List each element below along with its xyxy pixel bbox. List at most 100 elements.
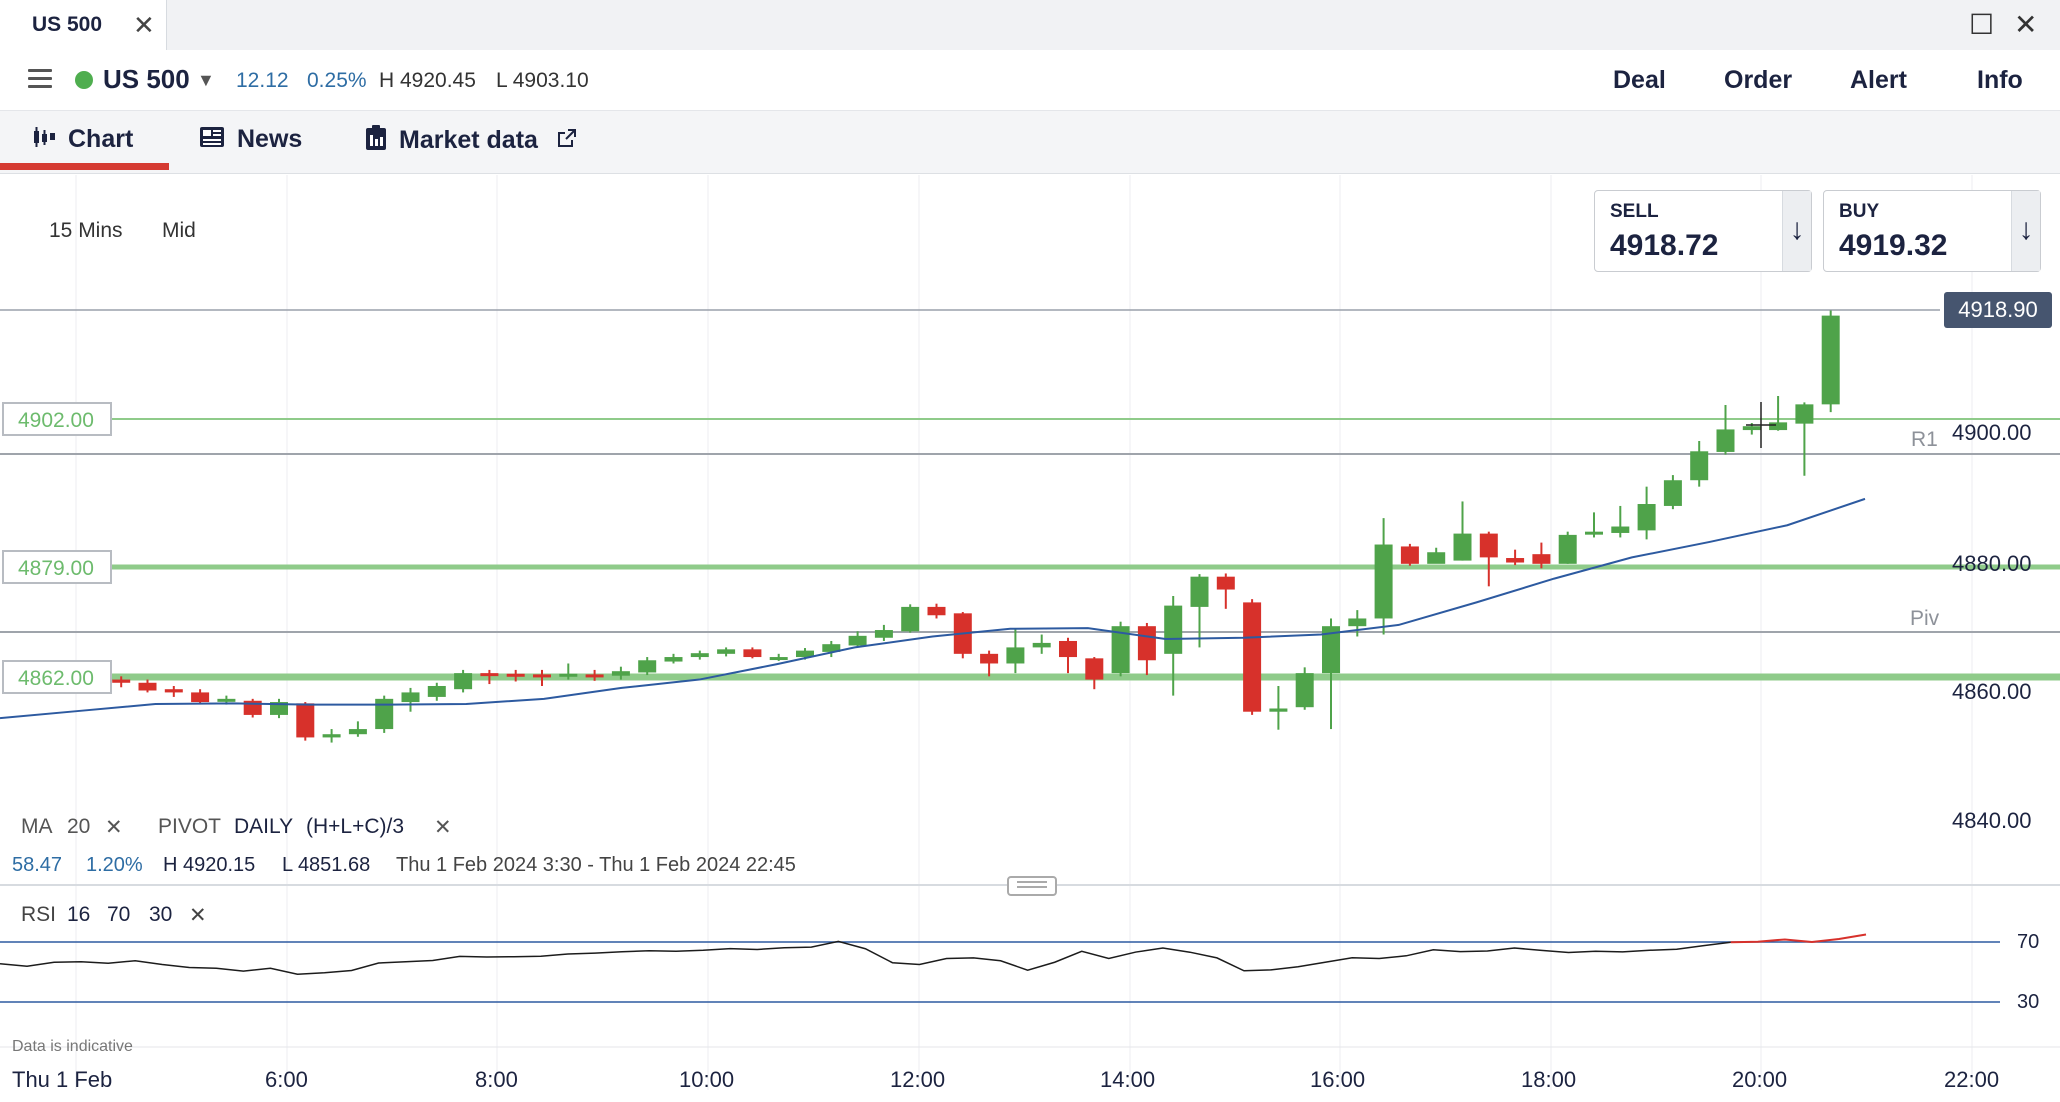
rsi-lower[interactable]: 30	[149, 903, 173, 926]
close-tab-icon[interactable]: ✕	[133, 10, 155, 40]
rsi-period[interactable]: 16	[67, 903, 91, 926]
candle-up	[1006, 647, 1025, 664]
candle-up	[1322, 626, 1340, 674]
candle-up	[848, 635, 867, 646]
candle-up	[270, 702, 288, 715]
candle-up	[1690, 451, 1709, 481]
instrument-name[interactable]: US 500	[103, 64, 190, 94]
tab-news[interactable]: News	[199, 125, 302, 156]
tab-news-label: News	[237, 125, 303, 154]
alert-button[interactable]: Alert	[1850, 66, 1907, 94]
x-axis-time: 20:00	[1732, 1067, 1788, 1092]
candle-down	[1085, 658, 1104, 680]
sell-button[interactable]: SELL 4918.72 ↓	[1594, 190, 1812, 272]
info-button[interactable]: Info	[1977, 66, 2023, 94]
current-price-badge: 4918.90	[1944, 292, 2052, 328]
x-axis-time: 12:00	[890, 1067, 946, 1092]
candle-up	[375, 698, 394, 730]
chevron-down-icon[interactable]: ▼	[197, 70, 215, 90]
range-change: 58.47	[12, 854, 63, 876]
down-arrow-icon: ↓	[2011, 191, 2040, 271]
window-tab[interactable]: US 500 ✕	[0, 0, 167, 50]
deal-button[interactable]: Deal	[1613, 66, 1666, 94]
price-type-selector[interactable]: Mid	[162, 219, 196, 242]
level-tag-4902[interactable]: 4902.00	[2, 402, 112, 436]
candle-up	[717, 649, 736, 654]
candle-up	[690, 653, 709, 658]
candle-up	[901, 606, 920, 632]
pivot-formula[interactable]: (H+L+C)/3	[306, 815, 405, 838]
y-axis-label: 4840.00	[1952, 808, 2032, 833]
pivot-legend-label: PIVOT	[158, 815, 222, 838]
clipboard-icon	[365, 125, 387, 158]
candle-up	[1795, 404, 1814, 424]
candle-down	[506, 673, 525, 677]
candle-down	[585, 674, 604, 678]
candle-up	[1295, 673, 1314, 708]
candle-up	[1348, 618, 1367, 627]
candle-up	[454, 673, 473, 690]
remove-rsi-icon[interactable]: ✕	[189, 904, 207, 927]
instrument-header: US 500 ▼ 12.12 0.25% H 4920.45 L 4903.10…	[0, 50, 2060, 111]
range-low: L 4851.68	[282, 854, 371, 876]
hamburger-menu-icon[interactable]	[28, 69, 52, 89]
candle-up	[1453, 533, 1472, 561]
newspaper-icon	[199, 125, 225, 156]
moving-average-line	[0, 497, 1866, 720]
candle-up	[822, 644, 841, 652]
order-button[interactable]: Order	[1724, 66, 1793, 94]
x-axis-time: 18:00	[1521, 1067, 1577, 1092]
remove-pivot-icon[interactable]: ✕	[434, 816, 452, 839]
candle-up	[1558, 534, 1577, 564]
ma-period[interactable]: 20	[67, 815, 91, 838]
pivot-r1-label: R1	[1911, 428, 1938, 451]
close-window-icon[interactable]: ✕	[2014, 9, 2038, 40]
candle-down	[1216, 576, 1235, 590]
candle-up	[348, 729, 367, 735]
x-axis-time: 14:00	[1100, 1067, 1156, 1092]
window-tab-title: US 500	[32, 13, 103, 36]
timeframe-selector[interactable]: 15 Mins	[49, 219, 123, 242]
candle-up	[401, 692, 420, 703]
pivot-period[interactable]: DAILY	[234, 815, 294, 838]
candle-up	[1742, 426, 1761, 431]
maximize-icon[interactable]: ☐	[1969, 9, 1995, 40]
daily-low: L 4903.10	[496, 69, 589, 92]
candle-up	[1269, 708, 1288, 712]
tab-chart[interactable]: Chart	[32, 125, 133, 156]
rsi-line	[0, 940, 1731, 976]
candle-down	[164, 689, 183, 693]
tab-market-data-label: Market data	[399, 126, 538, 155]
rsi-legend-label: RSI	[21, 903, 57, 926]
daily-change-percent: 0.25%	[307, 69, 367, 92]
external-link-icon	[557, 126, 577, 154]
candle-up	[322, 734, 341, 738]
sell-label: SELL	[1610, 201, 1659, 222]
x-axis-time: 8:00	[475, 1067, 518, 1092]
level-tag-4862[interactable]: 4862.00	[2, 660, 112, 694]
candle-down	[1059, 640, 1077, 658]
candle-up	[664, 657, 683, 662]
window-tab-strip: US 500 ✕ ☐ ✕	[0, 0, 2060, 51]
active-tab-indicator	[0, 163, 169, 170]
ma-legend-label: MA	[21, 815, 53, 838]
rsi-upper[interactable]: 70	[107, 903, 131, 926]
level-tag-4879[interactable]: 4879.00	[2, 550, 112, 584]
buy-button[interactable]: BUY 4919.32 ↓	[1823, 190, 2041, 272]
candle-up	[796, 650, 814, 658]
panel-resize-handle[interactable]	[1007, 876, 1057, 896]
rsi-axis-label: 30	[2017, 991, 2040, 1013]
candle-down	[191, 692, 210, 703]
candle-down	[296, 703, 315, 738]
candle-up	[1374, 544, 1393, 619]
rsi-axis-label: 70	[2017, 931, 2040, 953]
remove-ma-icon[interactable]: ✕	[105, 816, 123, 839]
candle-up	[1716, 429, 1735, 452]
candle-up	[1585, 531, 1603, 535]
y-axis-label: 4900.00	[1952, 420, 2032, 445]
x-axis-time: 6:00	[265, 1067, 308, 1092]
tab-market-data[interactable]: Market data	[365, 125, 577, 158]
pivot-piv-label: Piv	[1910, 607, 1940, 630]
rsi-overbought-line	[1730, 933, 1867, 944]
candle-down	[980, 653, 999, 664]
